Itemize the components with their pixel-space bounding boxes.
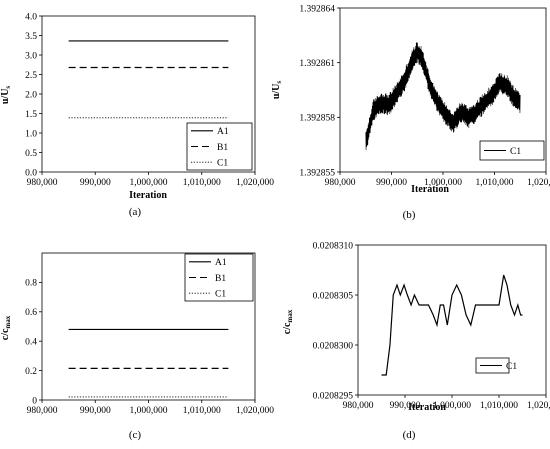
legend-label: C1 [506, 362, 517, 372]
legend-label: B1 [215, 274, 226, 284]
x-tick-label: 990,000 [80, 178, 111, 188]
legend-box [479, 140, 545, 161]
legend: C1 [479, 140, 545, 161]
y-tick-label: 0.0 [25, 168, 37, 178]
x-tick-label: 980,000 [27, 178, 58, 188]
legend: A1 B1 C1 [184, 253, 254, 302]
y-tick-label: 0.6 [25, 308, 37, 318]
y-tick-label: 1.392858 [299, 114, 335, 124]
legend-label: C1 [217, 158, 228, 168]
y-tick-label: 1.392855 [299, 168, 335, 178]
y-axis-title: u/Us [0, 86, 12, 105]
x-axis-title: Iteration [408, 402, 446, 413]
panel-label: (c) [129, 429, 142, 441]
y-tick-label: 1.392864 [299, 4, 335, 14]
y-tick-label: 3.0 [25, 51, 37, 61]
x-tick-label: 1,000,000 [130, 406, 168, 416]
y-tick-label: 1.0 [25, 129, 37, 139]
y-axis-title-subscript: max [4, 315, 12, 328]
x-tick-label: 1,020,000 [236, 406, 274, 416]
y-tick-label: 4.0 [25, 12, 37, 22]
y-tick-label: 0.0208310 [313, 241, 354, 251]
chart-panel-3: 980,000 990,000 1,000,000 1,010,000 1,020,00… [0, 252, 274, 441]
chart-panel-1: 980,000 990,000 1,000,000 1,010,000 1,020,00… [0, 12, 274, 218]
x-axis-title: Iteration [129, 190, 167, 201]
y-axis-title-subscript: s [275, 81, 283, 84]
chart-panel-4: 980,000 990,000 1,000,000 1,010,000 1,020,00… [282, 241, 550, 441]
y-axis-title-main: c/c [282, 322, 293, 334]
x-tick-label: 1,000,000 [433, 401, 471, 411]
legend-label: C1 [215, 289, 226, 299]
y-tick-label: 1.5 [25, 110, 37, 120]
y-tick-label: 0 [32, 396, 37, 406]
series-line-c1 [365, 42, 521, 151]
legend: A1 B1 C1 [186, 122, 253, 171]
y-tick-label: 0.0208300 [313, 341, 354, 351]
y-axis-title-main: u/U [0, 89, 11, 105]
x-tick-label: 1,010,000 [183, 178, 221, 188]
y-axis-title: c/cmax [282, 309, 294, 334]
series-line-c1 [381, 274, 523, 376]
y-axis-title: u/Us [271, 81, 283, 100]
x-tick-label: 980,000 [27, 406, 58, 416]
legend-label: C1 [510, 147, 521, 157]
x-tick-label: 1,010,000 [183, 406, 221, 416]
x-tick-label: 980,000 [325, 178, 356, 188]
x-tick-label: 990,000 [390, 401, 421, 411]
chart-panel-2: 980,000 990,000 1,000,000 1,010,000 1,020,00… [271, 4, 550, 221]
x-tick-label: 980,000 [343, 401, 374, 411]
y-axis-title-subscript: s [4, 86, 12, 89]
x-tick-label: 1,010,000 [476, 178, 514, 188]
x-tick-label: 1,020,000 [236, 178, 274, 188]
y-tick-label: 2.0 [25, 90, 37, 100]
y-tick-label: 1.392861 [299, 59, 335, 69]
x-axis-title: Iteration [411, 184, 449, 195]
legend: C1 [475, 357, 517, 374]
y-tick-label: 2.5 [25, 71, 37, 81]
panel-label: (b) [403, 209, 416, 221]
y-tick-label: 0.8 [25, 279, 37, 289]
y-axis-title: c/cmax [0, 315, 12, 340]
y-axis-title-subscript: max [286, 309, 294, 322]
x-tick-label: 990,000 [80, 406, 111, 416]
x-tick-label: 1,010,000 [480, 401, 518, 411]
y-tick-label: 0.0208305 [313, 291, 354, 301]
panel-label: (d) [403, 429, 416, 441]
y-axis-title-main: c/c [0, 328, 11, 340]
x-tick-label: 1,000,000 [130, 178, 168, 188]
x-tick-label: 1,020,000 [527, 401, 550, 411]
y-tick-label: 0.0208295 [313, 391, 354, 401]
y-tick-label: 0.2 [25, 367, 37, 377]
legend-label: A1 [217, 127, 229, 137]
y-axis-title-main: u/U [271, 84, 282, 100]
y-tick-label: 0.5 [25, 149, 37, 159]
y-tick-label: 3.5 [25, 32, 37, 42]
x-tick-label: 1,020,000 [527, 178, 550, 188]
legend-label: B1 [217, 143, 228, 153]
x-tick-label: 990,000 [376, 178, 407, 188]
legend-label: A1 [215, 258, 227, 268]
y-tick-label: 0.4 [25, 338, 37, 348]
panel-label: (a) [129, 206, 142, 218]
x-tick-label: 1,000,000 [424, 178, 462, 188]
